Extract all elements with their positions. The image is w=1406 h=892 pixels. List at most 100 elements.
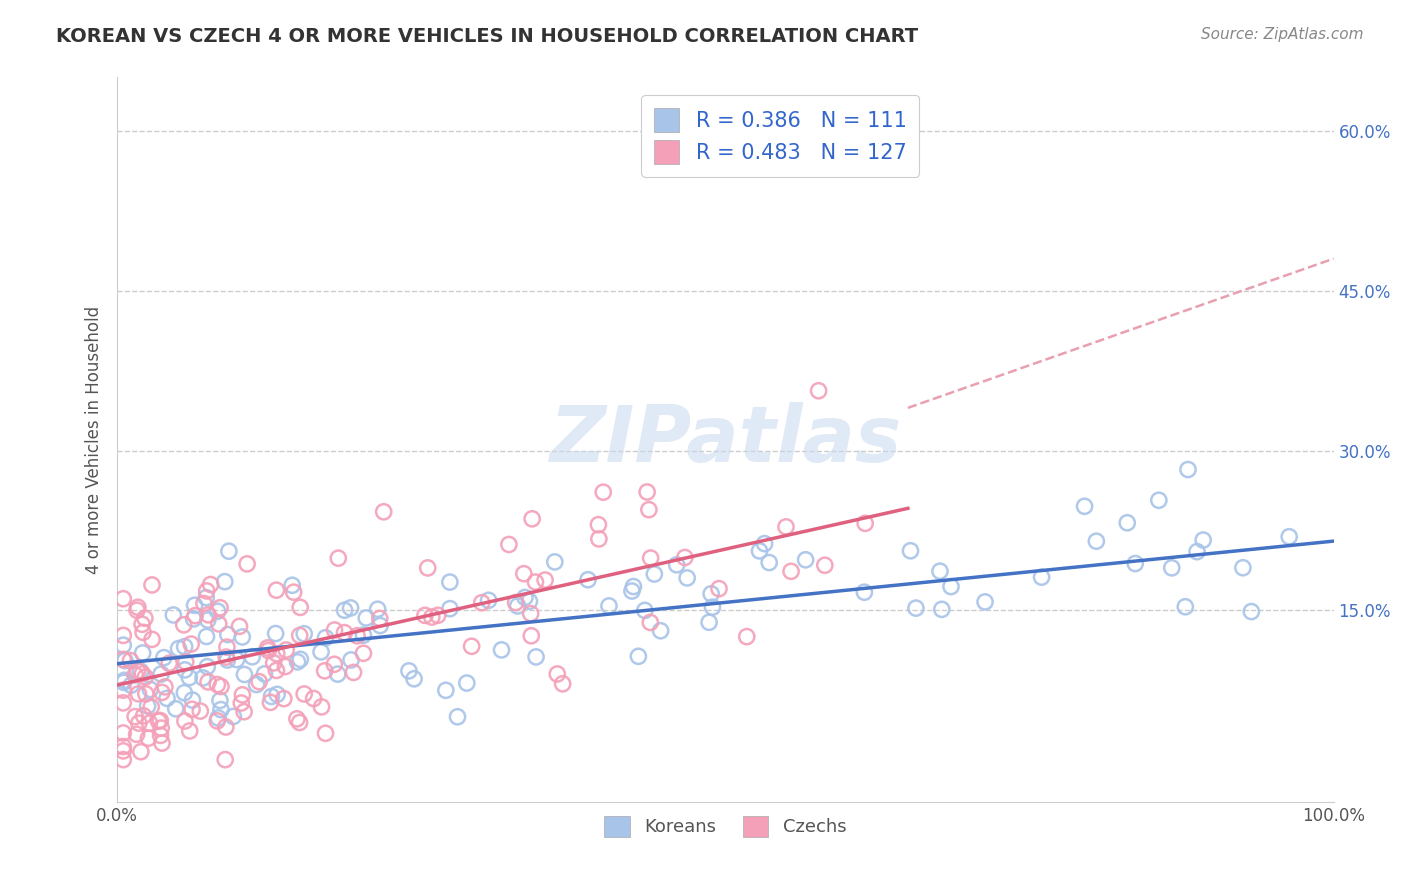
- Point: [260, 690, 283, 704]
- Point: [157, 657, 180, 671]
- Point: [124, 709, 146, 723]
- Point: [426, 608, 449, 623]
- Point: [900, 543, 922, 558]
- Point: [439, 575, 461, 590]
- Point: [326, 667, 349, 681]
- Point: [207, 711, 229, 725]
- Point: [477, 593, 499, 607]
- Point: [853, 516, 876, 531]
- Point: [498, 537, 520, 551]
- Point: [524, 649, 547, 664]
- Point: [173, 686, 195, 700]
- Point: [180, 637, 202, 651]
- Point: [112, 683, 135, 698]
- Point: [222, 709, 245, 723]
- Point: [247, 674, 270, 689]
- Point: [328, 551, 350, 566]
- Point: [446, 710, 468, 724]
- Point: [520, 512, 543, 526]
- Point: [354, 611, 377, 625]
- Point: [643, 567, 665, 582]
- Point: [367, 602, 389, 616]
- Point: [263, 656, 285, 670]
- Point: [311, 699, 333, 714]
- Point: [266, 687, 288, 701]
- Point: [309, 645, 332, 659]
- Point: [620, 584, 643, 599]
- Point: [292, 627, 315, 641]
- Point: [794, 553, 817, 567]
- Point: [120, 654, 142, 668]
- Point: [112, 638, 135, 652]
- Point: [520, 629, 543, 643]
- Point: [141, 700, 163, 714]
- Point: [676, 571, 699, 585]
- Point: [112, 739, 135, 754]
- Point: [245, 677, 267, 691]
- Point: [112, 675, 135, 690]
- Point: [207, 604, 229, 618]
- Point: [179, 723, 201, 738]
- Point: [1232, 560, 1254, 574]
- Point: [1085, 534, 1108, 549]
- Point: [209, 600, 232, 615]
- Point: [623, 580, 645, 594]
- Point: [775, 520, 797, 534]
- Point: [131, 617, 153, 632]
- Point: [112, 628, 135, 642]
- Point: [707, 582, 730, 596]
- Point: [491, 643, 513, 657]
- Point: [544, 555, 567, 569]
- Point: [132, 709, 155, 723]
- Point: [1147, 493, 1170, 508]
- Point: [368, 611, 391, 625]
- Point: [197, 613, 219, 627]
- Point: [534, 573, 557, 587]
- Point: [1278, 530, 1301, 544]
- Point: [195, 583, 218, 598]
- Point: [208, 616, 231, 631]
- Point: [288, 715, 311, 730]
- Point: [456, 676, 478, 690]
- Point: [139, 682, 162, 697]
- Point: [207, 714, 229, 728]
- Point: [153, 680, 176, 694]
- Point: [193, 597, 215, 611]
- Text: Source: ZipAtlas.com: Source: ZipAtlas.com: [1201, 27, 1364, 42]
- Point: [315, 726, 337, 740]
- Point: [197, 674, 219, 689]
- Point: [141, 578, 163, 592]
- Point: [214, 753, 236, 767]
- Point: [112, 726, 135, 740]
- Point: [287, 655, 309, 669]
- Point: [592, 485, 614, 500]
- Point: [215, 720, 238, 734]
- Point: [274, 659, 297, 673]
- Point: [638, 502, 661, 516]
- Point: [209, 680, 232, 694]
- Point: [173, 663, 195, 677]
- Point: [112, 652, 135, 666]
- Point: [131, 646, 153, 660]
- Point: [302, 691, 325, 706]
- Legend: Koreans, Czechs: Koreans, Czechs: [598, 809, 853, 844]
- Point: [183, 599, 205, 613]
- Point: [333, 603, 356, 617]
- Point: [125, 727, 148, 741]
- Point: [127, 664, 149, 678]
- Point: [807, 384, 830, 398]
- Point: [373, 505, 395, 519]
- Point: [259, 695, 281, 709]
- Point: [150, 721, 173, 735]
- Point: [114, 654, 136, 668]
- Point: [339, 601, 361, 615]
- Point: [290, 652, 312, 666]
- Point: [290, 600, 312, 615]
- Point: [218, 544, 240, 558]
- Point: [114, 673, 136, 688]
- Point: [173, 640, 195, 654]
- Point: [780, 564, 803, 578]
- Text: ZIPatlas: ZIPatlas: [550, 402, 901, 478]
- Point: [342, 665, 364, 680]
- Point: [702, 600, 724, 615]
